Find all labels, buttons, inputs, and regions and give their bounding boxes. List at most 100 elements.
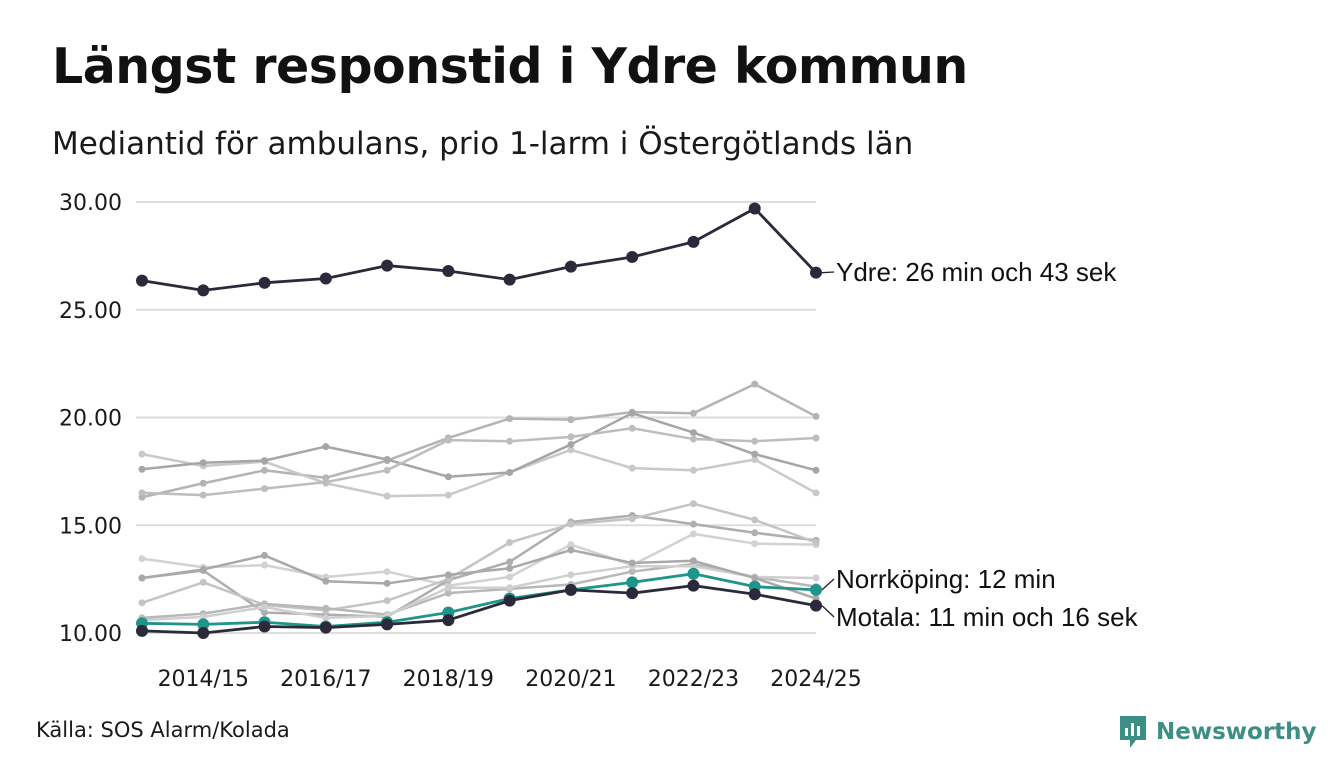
data-point — [567, 520, 575, 528]
data-point — [567, 571, 575, 579]
data-point — [567, 546, 575, 554]
data-point — [689, 520, 697, 528]
data-point — [381, 259, 394, 272]
annotation-norrkoping: Norrköping: 12 min — [836, 564, 1056, 594]
series-line — [141, 502, 817, 612]
chart-title: Längst responstid i Ydre kommun — [52, 38, 968, 95]
data-point — [564, 260, 577, 273]
data-point — [138, 555, 146, 563]
data-point — [319, 272, 332, 285]
data-point — [322, 478, 330, 486]
series-line — [141, 572, 817, 628]
data-point — [322, 604, 330, 612]
data-point — [810, 583, 822, 596]
data-point — [689, 466, 697, 474]
data-point — [628, 464, 636, 472]
data-point — [567, 416, 575, 424]
y-tick-label: 10.00 — [59, 622, 122, 647]
background-series-line — [138, 546, 820, 603]
data-point — [138, 574, 146, 582]
data-point — [383, 466, 391, 474]
x-tick-label: 2022/23 — [648, 667, 739, 692]
data-point — [687, 579, 700, 592]
data-point — [319, 621, 332, 634]
data-point — [567, 440, 575, 448]
y-tick-label: 20.00 — [59, 407, 122, 432]
data-point — [261, 457, 269, 465]
data-point — [506, 584, 514, 592]
data-point — [138, 489, 146, 497]
data-point — [751, 529, 759, 537]
data-point — [689, 562, 697, 570]
x-axis-ticks: 2014/15 2016/17 2018/19 2020/21 2022/23 2024/… — [158, 667, 862, 692]
data-point — [751, 456, 759, 464]
data-point — [751, 574, 759, 582]
x-tick-label: 2020/21 — [525, 667, 616, 692]
data-point — [812, 538, 820, 546]
data-point — [199, 459, 207, 467]
data-point — [261, 485, 269, 493]
series-line — [141, 382, 817, 499]
data-point — [383, 492, 391, 500]
data-point — [261, 561, 269, 569]
data-point — [689, 500, 697, 508]
data-point — [506, 437, 514, 445]
x-tick-label: 2014/15 — [158, 667, 249, 692]
data-point — [567, 446, 575, 454]
data-point — [138, 465, 146, 473]
series-line — [141, 411, 817, 479]
data-point — [197, 618, 210, 631]
data-point — [383, 579, 391, 587]
series-line — [141, 548, 817, 600]
data-point — [689, 435, 697, 443]
data-point — [258, 620, 271, 633]
y-tick-label: 30.00 — [59, 191, 122, 216]
x-tick-label: 2024/25 — [770, 667, 861, 692]
data-point — [628, 568, 636, 576]
data-point — [383, 456, 391, 464]
series-line — [141, 584, 817, 635]
data-point — [136, 624, 148, 637]
y-tick-label: 15.00 — [59, 514, 122, 539]
highlight-series — [136, 202, 822, 639]
series-line — [141, 564, 817, 622]
data-point — [199, 613, 207, 621]
data-point — [751, 450, 759, 458]
annotation-leader — [821, 271, 835, 274]
annotation-ydre: Ydre: 26 min och 43 sek — [836, 257, 1117, 287]
series-motala — [136, 579, 822, 639]
x-tick-label: 2016/17 — [280, 667, 371, 692]
data-point — [442, 264, 455, 277]
data-point — [199, 578, 207, 586]
data-point — [322, 577, 330, 585]
data-point — [442, 614, 455, 627]
series-line — [141, 562, 817, 620]
data-point — [258, 276, 271, 289]
series-line — [141, 448, 817, 498]
data-point — [748, 588, 761, 601]
data-point — [322, 614, 330, 622]
y-axis-ticks: 10.00 15.00 20.00 25.00 30.00 — [59, 191, 122, 647]
data-point — [444, 436, 452, 444]
data-point — [689, 409, 697, 417]
data-point — [812, 489, 820, 497]
brand-name: Newsworthy — [1156, 719, 1317, 745]
data-point — [381, 618, 394, 631]
data-point — [748, 202, 761, 215]
data-point — [628, 424, 636, 432]
data-point — [383, 597, 391, 605]
data-point — [751, 516, 759, 524]
data-point — [197, 284, 210, 297]
data-point — [199, 479, 207, 487]
data-point — [506, 415, 514, 423]
series-line — [141, 207, 818, 292]
data-point — [138, 450, 146, 458]
newsworthy-logo-icon — [1120, 716, 1146, 748]
data-point — [261, 551, 269, 559]
data-point — [751, 380, 759, 388]
data-point — [810, 266, 822, 279]
data-point — [444, 589, 452, 597]
data-point — [506, 538, 514, 546]
data-point — [444, 473, 452, 481]
background-series-line — [138, 500, 820, 614]
